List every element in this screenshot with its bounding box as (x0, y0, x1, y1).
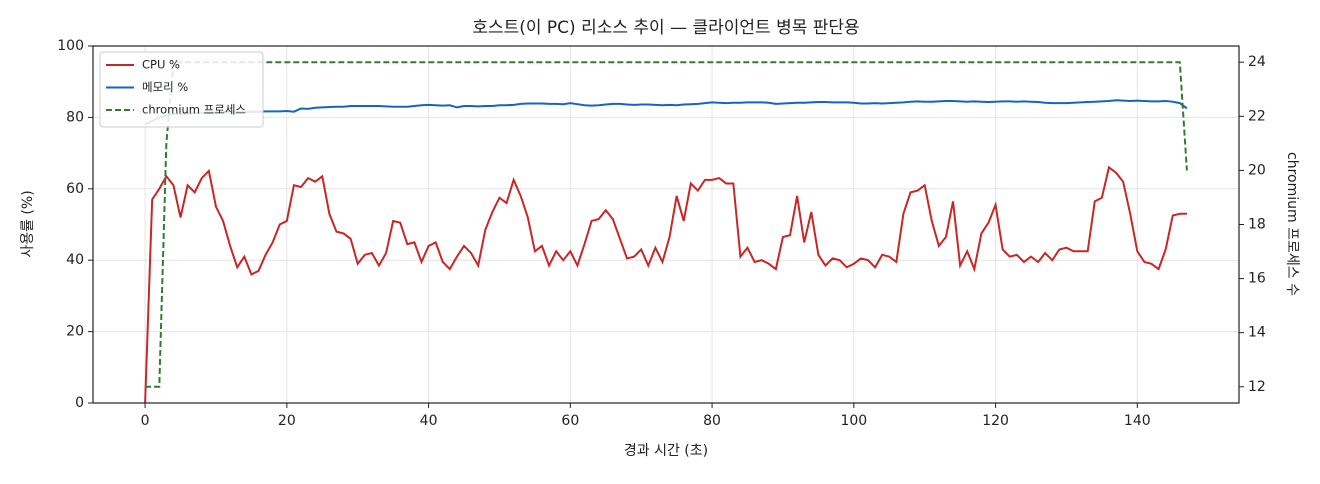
legend-label: CPU % (142, 58, 180, 72)
x-tick-label: 40 (420, 413, 438, 429)
x-tick-label: 100 (840, 413, 867, 429)
y-tick-label: 80 (66, 109, 84, 125)
chart-title: 호스트(이 PC) 리소스 추이 — 클라이언트 병목 판단용 (472, 18, 859, 38)
legend-label: chromium 프로세스 (142, 103, 246, 117)
plot (144, 61, 1188, 404)
legend-label: 메모리 % (142, 80, 188, 94)
y2-tick-label: 16 (1248, 271, 1266, 287)
series-line (145, 61, 1188, 388)
y-tick-label: 60 (66, 181, 84, 197)
y-tick-label: 0 (75, 395, 84, 411)
x-tick-label: 0 (141, 413, 150, 429)
axes: 0 20 40 60 80 100 120 140 0 20 40 60 80 100 12 14 16 18 20… (57, 38, 1266, 429)
legend: CPU % 메모리 % chromium 프로세스 (99, 51, 264, 128)
y2-axis-label: chromium 프로세스 수 (1284, 152, 1300, 296)
series-line (144, 165, 1187, 404)
series-line (144, 99, 1188, 126)
plot-frame (92, 45, 1240, 404)
legend-box (99, 51, 264, 128)
y2-tick-label: 24 (1248, 54, 1266, 70)
x-tick-label: 60 (561, 413, 579, 429)
y-tick-label: 20 (66, 324, 84, 340)
y2-tick-label: 14 (1248, 325, 1266, 341)
y2-tick-label: 20 (1248, 162, 1266, 178)
x-tick-label: 80 (703, 413, 721, 429)
y2-tick-label: 18 (1248, 217, 1266, 233)
y-axis-label: 사용률 (%) (20, 190, 36, 257)
x-tick-label: 140 (1124, 413, 1151, 429)
grid (93, 45, 1239, 404)
x-tick-label: 120 (982, 413, 1009, 429)
x-tick-label: 20 (278, 413, 296, 429)
x-axis-label: 경과 시간 (초) (624, 443, 708, 459)
y-tick-label: 40 (66, 252, 84, 268)
y2-tick-label: 12 (1248, 379, 1266, 395)
y2-tick-label: 22 (1248, 108, 1266, 124)
y-tick-label: 100 (57, 38, 84, 54)
